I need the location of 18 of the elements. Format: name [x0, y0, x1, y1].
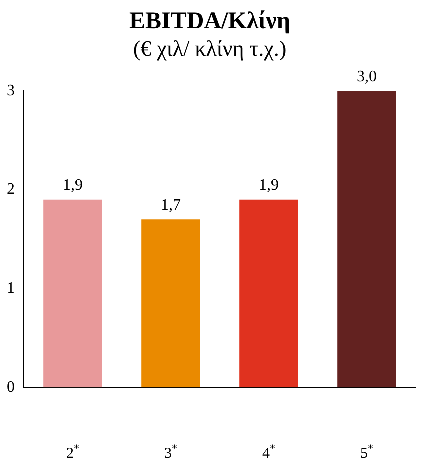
y-tick-label: 1	[7, 280, 15, 298]
bar	[142, 220, 200, 388]
chart-title: EBITDA/Κλίνη	[130, 8, 290, 35]
bar	[240, 200, 298, 388]
data-label: 3,0	[357, 68, 377, 86]
y-tick-label: 2	[7, 181, 15, 198]
x-tick-label: 5*	[360, 443, 374, 462]
x-tick-label: 2*	[66, 443, 80, 462]
data-label: 1,7	[161, 196, 181, 214]
chart-subtitle: (€ χιλ/ κλίνη τ.χ.)	[133, 36, 287, 61]
x-tick-label: 3*	[164, 443, 178, 462]
bar	[338, 91, 396, 388]
bar	[44, 200, 102, 388]
data-label: 1,9	[63, 177, 83, 194]
y-tick-label: 0	[7, 378, 15, 396]
x-tick-label: 4*	[262, 443, 276, 462]
y-tick-label: 3	[7, 82, 15, 100]
data-label: 1,9	[259, 177, 279, 194]
